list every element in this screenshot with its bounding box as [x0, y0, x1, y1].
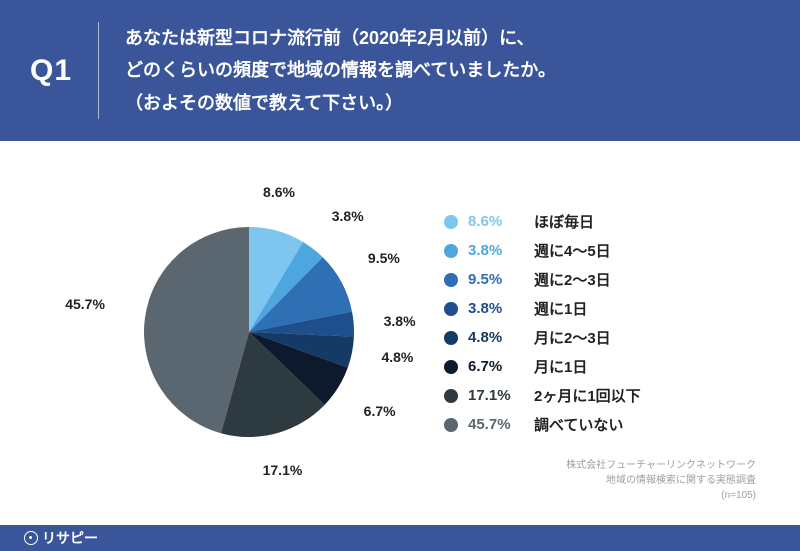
question-line: （およその数値で教えて下さい。） — [125, 87, 556, 119]
legend-row: 45.7% 調べていない — [444, 414, 756, 435]
legend-label: 週に1日 — [534, 298, 587, 319]
pie-slice-label: 3.8% — [332, 208, 364, 224]
footnote-line: 地域の情報検索に関する実態調査 — [566, 473, 756, 488]
question-number-badge: Q1 — [30, 22, 99, 119]
pie-chart-svg — [144, 227, 354, 437]
pie-wrap — [144, 227, 354, 437]
legend-row: 17.1% 2ヶ月に1回以下 — [444, 385, 756, 406]
legend-label: 月に1日 — [534, 356, 587, 377]
legend-percent: 3.8% — [468, 242, 524, 259]
pie-slice-label: 6.7% — [364, 403, 396, 419]
legend-percent: 3.8% — [468, 300, 524, 317]
legend-percent: 8.6% — [468, 213, 524, 230]
pie-slice-label: 3.8% — [384, 313, 416, 329]
legend-row: 4.8% 月に2〜3日 — [444, 327, 756, 348]
legend-label: 週に4〜5日 — [534, 240, 611, 261]
pie-slice-label: 8.6% — [263, 184, 295, 200]
legend-label: ほぼ毎日 — [534, 211, 594, 232]
legend-label: 調べていない — [534, 414, 623, 435]
brand-footer: リサピー — [0, 525, 800, 551]
legend-dot-icon — [444, 302, 458, 316]
legend-row: 9.5% 週に2〜3日 — [444, 269, 756, 290]
legend-label: 月に2〜3日 — [534, 327, 611, 348]
legend-percent: 17.1% — [468, 387, 524, 404]
legend-percent: 45.7% — [468, 416, 524, 433]
legend-label: 2ヶ月に1回以下 — [534, 385, 641, 406]
footnote: 株式会社フューチャーリンクネットワーク 地域の情報検索に関する実態調査 (n=1… — [566, 458, 756, 503]
legend: 8.6% ほぼ毎日 3.8% 週に4〜5日 9.5% 週に2〜3日 3.8% 週に1日 4.8%… — [444, 211, 776, 443]
legend-row: 3.8% 週に4〜5日 — [444, 240, 756, 261]
question-text: あなたは新型コロナ流行前（2020年2月以前）に、 どのくらいの頻度で地域の情報… — [125, 22, 556, 119]
footnote-line: 株式会社フューチャーリンクネットワーク — [566, 458, 756, 473]
legend-dot-icon — [444, 331, 458, 345]
legend-row: 6.7% 月に1日 — [444, 356, 756, 377]
brand-icon — [24, 531, 38, 545]
pie-slice-label: 4.8% — [381, 349, 413, 365]
legend-dot-icon — [444, 273, 458, 287]
legend-dot-icon — [444, 244, 458, 258]
question-line: あなたは新型コロナ流行前（2020年2月以前）に、 — [125, 22, 556, 54]
legend-row: 3.8% 週に1日 — [444, 298, 756, 319]
pie-chart-area: 8.6% 3.8% 9.5% 3.8% 4.8% 6.7% 17.1% 45.7% — [24, 147, 444, 507]
question-header: Q1 あなたは新型コロナ流行前（2020年2月以前）に、 どのくらいの頻度で地域… — [0, 0, 800, 141]
question-line: どのくらいの頻度で地域の情報を調べていましたか。 — [125, 54, 556, 86]
pie-slice-label: 45.7% — [65, 296, 105, 312]
legend-dot-icon — [444, 360, 458, 374]
legend-label: 週に2〜3日 — [534, 269, 611, 290]
chart-body: 8.6% 3.8% 9.5% 3.8% 4.8% 6.7% 17.1% 45.7% 8.6% ほ… — [24, 141, 776, 513]
pie-slice-label: 17.1% — [263, 462, 303, 478]
pie-slice-label: 9.5% — [368, 250, 400, 266]
legend-dot-icon — [444, 389, 458, 403]
legend-row: 8.6% ほぼ毎日 — [444, 211, 756, 232]
brand-name: リサピー — [42, 528, 98, 548]
legend-percent: 9.5% — [468, 271, 524, 288]
legend-percent: 4.8% — [468, 329, 524, 346]
legend-dot-icon — [444, 215, 458, 229]
legend-dot-icon — [444, 418, 458, 432]
legend-percent: 6.7% — [468, 358, 524, 375]
footnote-line: (n=105) — [566, 488, 756, 503]
